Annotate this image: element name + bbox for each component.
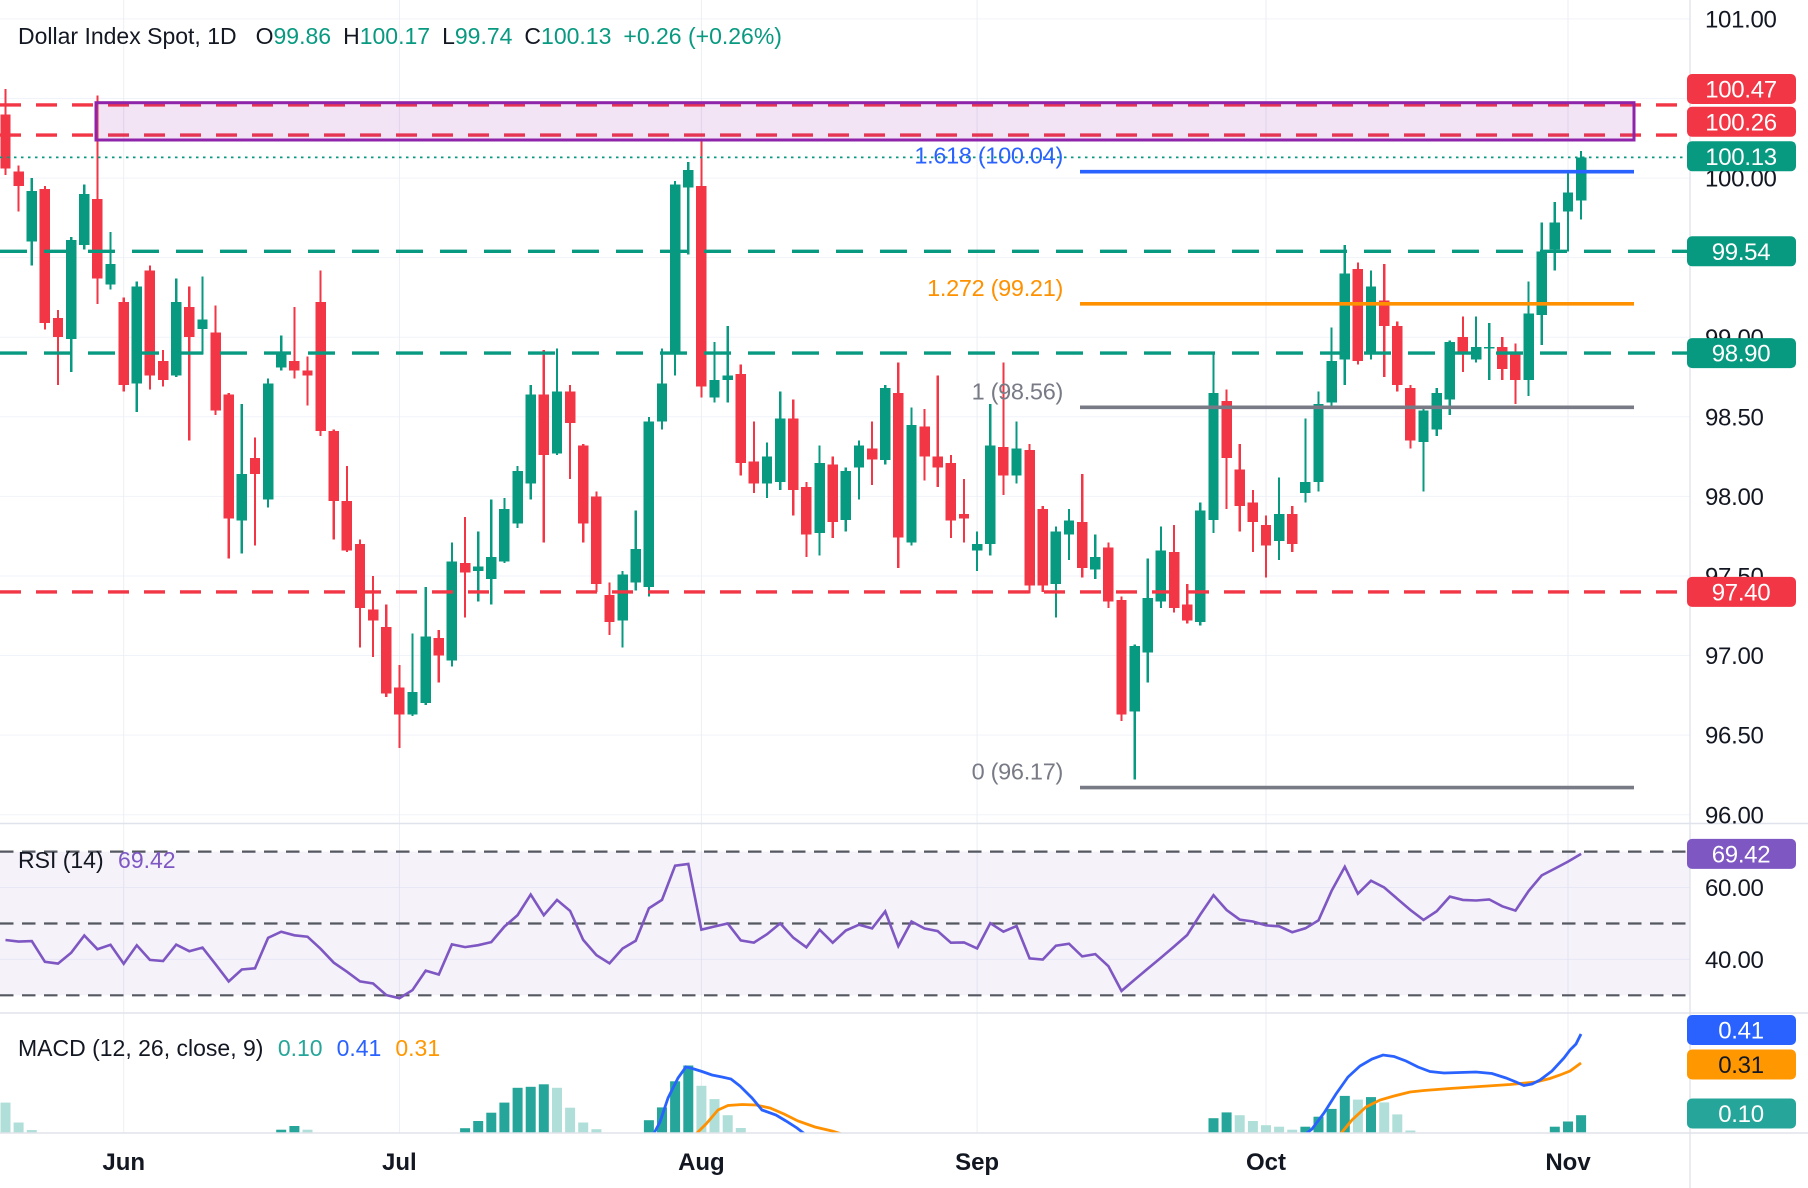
svg-text:96.50: 96.50 [1705,723,1764,750]
svg-text:98.90: 98.90 [1712,341,1771,368]
svg-text:98.50: 98.50 [1705,404,1764,431]
svg-text:Oct: Oct [1246,1149,1286,1176]
svg-text:1.618 (100.04): 1.618 (100.04) [914,143,1063,169]
svg-text:0 (96.17): 0 (96.17) [972,759,1063,785]
svg-text:100.47: 100.47 [1705,77,1777,104]
svg-text:98.00: 98.00 [1705,484,1764,511]
svg-text:Aug: Aug [678,1149,725,1176]
svg-text:101.00: 101.00 [1705,7,1777,34]
svg-text:60.00: 60.00 [1705,875,1764,902]
svg-text:MACD (12, 26, close, 9) 0.100.: MACD (12, 26, close, 9) 0.10 0.41 0.31 [18,1035,440,1061]
svg-text:RSI (14) 69.42: RSI (14) 69.42 [18,847,176,873]
svg-text:Nov: Nov [1545,1149,1591,1176]
svg-text:100.13: 100.13 [1705,144,1777,171]
svg-text:100.26: 100.26 [1705,109,1777,136]
svg-text:0.41: 0.41 [1718,1018,1764,1045]
svg-text:99.54: 99.54 [1712,239,1771,266]
svg-text:96.00: 96.00 [1705,802,1764,829]
svg-text:0.31: 0.31 [1718,1052,1764,1079]
svg-text:97.40: 97.40 [1712,580,1771,607]
svg-text:Sep: Sep [955,1149,999,1176]
svg-text:1.272 (99.21): 1.272 (99.21) [927,275,1063,301]
svg-text:1 (98.56): 1 (98.56) [972,378,1063,404]
svg-text:Jul: Jul [382,1149,417,1176]
svg-text:97.00: 97.00 [1705,643,1764,670]
svg-text:Jun: Jun [102,1149,145,1176]
svg-text:0.10: 0.10 [1718,1101,1764,1128]
svg-text:69.42: 69.42 [1712,842,1771,869]
svg-text:40.00: 40.00 [1705,947,1764,974]
